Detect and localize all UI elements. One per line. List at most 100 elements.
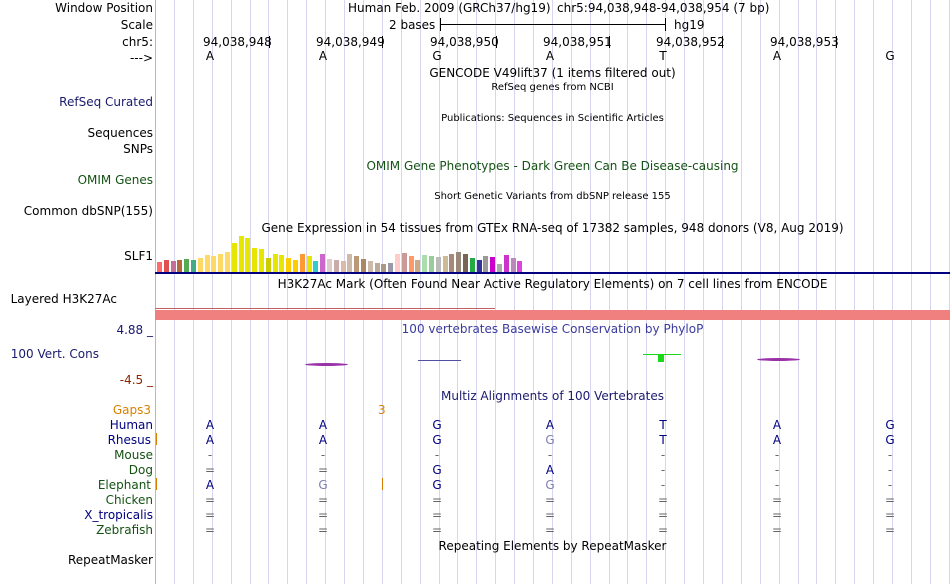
gtex-tissue-bar[interactable] [340, 261, 346, 272]
gtex-tissue-bar[interactable] [177, 260, 183, 272]
gtex-tissue-bar[interactable] [265, 258, 271, 272]
gtex-tissue-bar[interactable] [401, 253, 407, 272]
scale-bar-right-tick [665, 18, 666, 31]
species-label-zebrafish[interactable]: Zebrafish [96, 523, 153, 537]
gtex-tissue-bar[interactable] [483, 256, 489, 272]
omim-title[interactable]: OMIM Gene Phenotypes - Dark Green Can Be… [366, 159, 739, 173]
gtex-tissue-bar[interactable] [497, 264, 502, 272]
gtex-tissue-bar[interactable] [245, 238, 251, 272]
gtex-tissue-bar[interactable] [456, 252, 462, 272]
gtex-tissue-bar[interactable] [204, 255, 210, 272]
gtex-tissue-bar[interactable] [415, 260, 421, 272]
omim-label[interactable]: OMIM Genes [77, 173, 153, 187]
grid-line [816, 0, 817, 584]
gtex-tissue-bar[interactable] [517, 261, 523, 272]
grid-line [174, 0, 175, 584]
gtex-title[interactable]: Gene Expression in 54 tissues from GTEx … [261, 221, 844, 235]
phylop-title[interactable]: 100 vertebrates Basewise Conservation by… [401, 322, 704, 336]
gtex-tissue-bar[interactable] [191, 260, 196, 272]
species-label-human[interactable]: Human [109, 418, 153, 432]
gtex-tissue-bar[interactable] [306, 256, 312, 272]
gtex-tissue-bar[interactable] [381, 264, 387, 272]
alignment-base: G [545, 478, 555, 492]
gtex-tissue-bar[interactable] [463, 254, 468, 272]
gtex-tissue-bar[interactable] [293, 260, 298, 272]
gtex-tissue-bar[interactable] [367, 261, 373, 272]
gtex-tissue-bar[interactable] [469, 258, 475, 272]
gtex-tissue-bar[interactable] [449, 254, 455, 272]
gtex-tissue-bar[interactable] [476, 260, 482, 272]
h3k27-signal[interactable] [155, 310, 950, 320]
h3k27-label[interactable]: Layered H3K27Ac [10, 292, 117, 306]
sequences-label[interactable]: Sequences [87, 126, 153, 140]
phylop-label[interactable]: 100 Vert. Cons [10, 347, 99, 361]
species-label-dog[interactable]: Dog [128, 463, 153, 477]
grid-line [306, 0, 307, 584]
alignment-base: = [204, 508, 216, 522]
alignment-base: G [432, 418, 442, 432]
label-separator [155, 0, 156, 584]
gtex-bar-chart[interactable] [155, 232, 555, 272]
gtex-tissue-bar[interactable] [231, 243, 237, 272]
dbsnp-label[interactable]: Common dbSNP(155) [23, 204, 153, 218]
repeatmasker-title[interactable]: Repeating Elements by RepeatMasker [438, 539, 667, 553]
gtex-tissue-bar[interactable] [184, 259, 190, 272]
gtex-tissue-bar[interactable] [490, 257, 496, 272]
gtex-tissue-bar[interactable] [347, 254, 353, 272]
window-position-label: Window Position [55, 1, 153, 15]
gtex-tissue-bar[interactable] [286, 258, 292, 272]
gtex-tissue-bar[interactable] [442, 256, 448, 272]
gtex-tissue-bar[interactable] [279, 255, 285, 272]
gtex-tissue-bar[interactable] [354, 256, 360, 272]
gtex-tissue-bar[interactable] [388, 263, 394, 272]
h3k27-title[interactable]: H3K27Ac Mark (Often Found Near Active Re… [277, 277, 828, 291]
gtex-track-separator [155, 272, 950, 274]
gtex-tissue-bar[interactable] [157, 262, 162, 272]
dbsnp-title[interactable]: Short Genetic Variants from dbSNP releas… [434, 191, 671, 202]
gencode-title[interactable]: GENCODE V49lift37 (1 items filtered out) [429, 66, 676, 80]
gtex-tissue-bar[interactable] [211, 256, 217, 272]
gtex-gene-label[interactable]: SLF1 [124, 249, 153, 263]
snps-label[interactable]: SNPs [123, 142, 153, 156]
alignment-base: = [771, 508, 783, 522]
gtex-tissue-bar[interactable] [435, 257, 441, 272]
grid-line [439, 0, 440, 584]
gtex-tissue-bar[interactable] [503, 255, 509, 272]
species-label-chicken[interactable]: Chicken [105, 493, 153, 507]
gtex-tissue-bar[interactable] [333, 260, 339, 272]
repeatmasker-label[interactable]: RepeatMasker [67, 553, 153, 567]
gtex-tissue-bar[interactable] [429, 256, 434, 272]
gtex-tissue-bar[interactable] [197, 258, 203, 272]
gtex-tissue-bar[interactable] [320, 254, 326, 272]
species-label-mouse[interactable]: Mouse [114, 448, 153, 462]
ruler-base: A [772, 49, 782, 63]
gtex-tissue-bar[interactable] [238, 236, 244, 272]
gtex-tissue-bar[interactable] [327, 259, 332, 272]
gtex-tissue-bar[interactable] [395, 254, 400, 272]
species-label-x_tropicalis[interactable]: X_tropicalis [84, 508, 153, 522]
grid-line [495, 0, 496, 584]
multiz-title[interactable]: Multiz Alignments of 100 Vertebrates [440, 389, 665, 403]
gtex-tissue-bar[interactable] [313, 261, 319, 272]
gtex-tissue-bar[interactable] [510, 258, 516, 272]
species-label-elephant[interactable]: Elephant [97, 478, 151, 492]
gaps-label[interactable]: Gaps3 [113, 403, 151, 417]
gtex-tissue-bar[interactable] [225, 252, 230, 272]
gtex-tissue-bar[interactable] [170, 261, 176, 272]
grid-line [854, 0, 855, 584]
gtex-tissue-bar[interactable] [422, 255, 428, 272]
grid-line [911, 0, 912, 584]
gtex-tissue-bar[interactable] [163, 260, 169, 272]
gtex-tissue-bar[interactable] [218, 254, 224, 272]
assembly-title: Human Feb. 2009 (GRCh37/hg19) [348, 1, 551, 15]
species-label-rhesus[interactable]: Rhesus [107, 433, 151, 447]
gtex-tissue-bar[interactable] [299, 254, 305, 272]
gtex-tissue-bar[interactable] [259, 249, 264, 272]
refseq-label[interactable]: RefSeq Curated [59, 95, 153, 109]
gtex-tissue-bar[interactable] [361, 259, 366, 272]
gtex-tissue-bar[interactable] [408, 256, 414, 272]
gtex-tissue-bar[interactable] [252, 248, 258, 272]
publications-title[interactable]: Publications: Sequences in Scientific Ar… [441, 113, 664, 124]
gtex-tissue-bar[interactable] [374, 263, 380, 272]
gtex-tissue-bar[interactable] [272, 254, 278, 272]
